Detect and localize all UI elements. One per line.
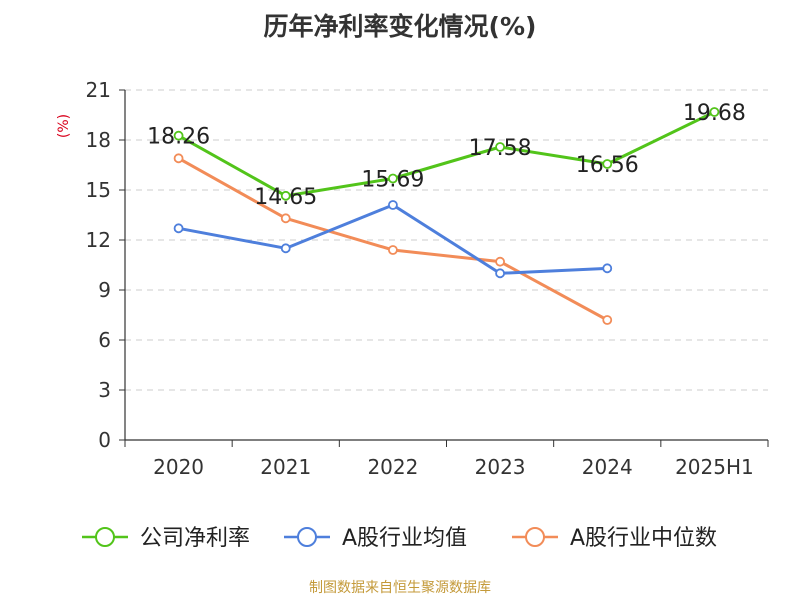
chart-title: 历年净利率变化情况(%): [264, 12, 537, 41]
data-label: 16.56: [576, 153, 639, 178]
x-tick-label: 2022: [367, 455, 418, 479]
data-point[interactable]: [602, 315, 613, 325]
x-tick-label: 2021: [260, 455, 311, 479]
data-point[interactable]: [388, 245, 398, 255]
x-tick-label: 2023: [475, 455, 526, 479]
data-label: 15.69: [361, 168, 424, 193]
legend-label: A股行业均值: [342, 526, 467, 551]
y-tick-label: 18: [86, 128, 111, 152]
y-tick-label: 0: [98, 428, 111, 452]
data-point[interactable]: [495, 142, 505, 152]
y-tick-label: 9: [98, 278, 111, 302]
data-point[interactable]: [173, 223, 184, 234]
data-point[interactable]: [709, 107, 720, 117]
series-line: [178, 203, 608, 275]
legend-marker: [95, 527, 115, 547]
data-point[interactable]: [602, 263, 613, 274]
y-tick-label: 15: [86, 178, 111, 202]
data-label: 19.68: [683, 101, 746, 126]
data-point[interactable]: [388, 200, 398, 210]
legend[interactable]: 公司净利率 A股行业均值 A股行业中位数: [82, 526, 717, 551]
legend-marker: [525, 527, 545, 547]
data-label: 17.58: [469, 136, 532, 161]
source-note: 制图数据来自恒生聚源数据库: [309, 580, 491, 596]
data-labels: 18.26 14.65 15.69 17.58 16.56 19.68: [147, 101, 746, 210]
data-point[interactable]: [173, 153, 184, 164]
x-tick-label: 2024: [582, 455, 633, 479]
legend-item[interactable]: 公司净利率: [82, 526, 250, 551]
data-point[interactable]: [495, 256, 505, 267]
legend-label: 公司净利率: [140, 526, 250, 551]
series-lines: [173, 107, 720, 325]
data-point[interactable]: [173, 130, 184, 141]
y-tick-label: 6: [98, 328, 111, 352]
data-point[interactable]: [388, 173, 398, 184]
legend-item[interactable]: A股行业均值: [284, 526, 467, 551]
y-tick-label: 12: [86, 228, 111, 252]
data-point[interactable]: [280, 243, 291, 254]
data-point[interactable]: [602, 159, 613, 169]
y-axis-label: (%): [56, 114, 72, 138]
data-point[interactable]: [280, 213, 291, 224]
y-tick-label: 3: [98, 378, 111, 402]
data-label: 18.26: [147, 125, 210, 150]
data-point[interactable]: [495, 268, 505, 279]
legend-marker: [297, 527, 317, 547]
x-tick-label: 2020: [153, 455, 204, 479]
series-line: [177, 110, 716, 198]
legend-label: A股行业中位数: [570, 526, 717, 551]
y-tick-label: 21: [86, 78, 111, 102]
data-label: 14.65: [254, 185, 317, 210]
data-point[interactable]: [280, 190, 291, 201]
x-tick-label: 2025H1: [675, 455, 754, 479]
axes: 0 3 6 9 12 15 18 21 2020 2021 2022 2023 2024 2025H1: [86, 78, 769, 479]
legend-item[interactable]: A股行业中位数: [512, 526, 717, 551]
